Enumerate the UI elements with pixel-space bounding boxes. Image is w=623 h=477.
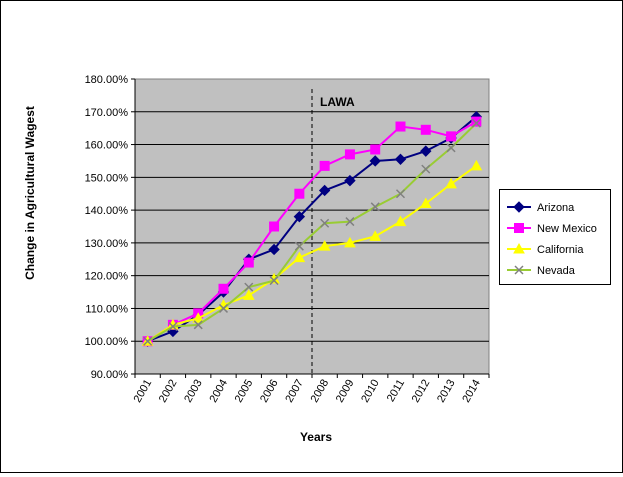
legend-item-new-mexico: New Mexico xyxy=(500,221,610,239)
x-tick-label: 2003 xyxy=(182,378,205,405)
y-tick-label: 130.00% xyxy=(85,238,129,250)
data-point-new-mexico xyxy=(243,257,254,268)
data-point-nevada xyxy=(345,217,355,227)
x-tick-label: 2014 xyxy=(460,378,483,405)
data-point-nevada xyxy=(193,320,203,330)
data-point-arizona xyxy=(293,210,306,223)
legend-swatch-new-mexico xyxy=(507,223,531,233)
data-point-new-mexico xyxy=(370,144,381,155)
data-point-california xyxy=(394,215,407,227)
data-point-nevada xyxy=(244,282,254,292)
data-point-new-mexico xyxy=(446,131,457,142)
lawa-label: LAWA xyxy=(320,95,355,109)
data-point-california xyxy=(242,289,255,300)
data-point-nevada xyxy=(218,303,229,313)
data-point-nevada xyxy=(320,218,330,228)
y-tick-label: 140.00% xyxy=(85,205,129,217)
data-point-nevada xyxy=(370,202,380,212)
legend-label: New Mexico xyxy=(537,223,597,235)
x-tick-label: 2004 xyxy=(207,378,230,405)
data-point-new-mexico xyxy=(420,124,431,135)
legend-swatch-arizona xyxy=(507,201,531,213)
data-point-nevada xyxy=(446,143,456,153)
legend-swatch-nevada xyxy=(507,265,531,275)
legend-label: Arizona xyxy=(537,202,575,214)
y-tick-label: 160.00% xyxy=(85,140,129,152)
y-tick-label: 180.00% xyxy=(85,74,129,86)
data-point-new-mexico xyxy=(471,116,482,127)
legend-item-california: California xyxy=(500,242,610,260)
y-tick-label: 100.00% xyxy=(85,336,129,348)
y-axis-title: Change in Agricultural Wagest xyxy=(23,106,37,280)
y-tick-label: 110.00% xyxy=(85,303,128,315)
x-tick-label: 2007 xyxy=(283,378,306,405)
data-point-arizona xyxy=(318,184,331,197)
x-tick-label: 2009 xyxy=(334,378,357,405)
x-tick-label: 2006 xyxy=(258,378,281,405)
data-point-nevada xyxy=(421,164,431,174)
data-point-nevada xyxy=(269,276,279,286)
legend-marker xyxy=(513,201,525,213)
series-line-nevada xyxy=(147,122,478,343)
legend-marker xyxy=(514,223,524,233)
legend-item-arizona: Arizona xyxy=(500,200,610,218)
y-tick-label: 170.00% xyxy=(85,107,129,119)
data-point-california xyxy=(369,230,382,241)
x-tick-label: 2001 xyxy=(132,378,155,405)
x-axis-title: Years xyxy=(300,430,332,444)
x-tick-label: 2002 xyxy=(157,378,180,405)
data-point-california xyxy=(344,236,356,248)
legend-label: Nevada xyxy=(537,265,575,277)
legend-swatch-california xyxy=(507,242,531,254)
data-point-california xyxy=(293,251,306,263)
series-layer xyxy=(141,110,483,347)
x-tick-label: 2012 xyxy=(410,378,433,405)
data-point-california xyxy=(318,240,331,251)
y-tick-label: 150.00% xyxy=(85,172,129,184)
x-tick-label: 2008 xyxy=(309,378,332,405)
x-tick-label: 2011 xyxy=(385,378,407,404)
legend-label: California xyxy=(537,244,584,256)
series-nevada xyxy=(143,118,481,346)
legend-marker xyxy=(514,265,524,275)
data-point-new-mexico xyxy=(218,283,229,294)
data-point-nevada xyxy=(168,321,178,332)
x-tick-label: 2010 xyxy=(359,378,382,405)
data-point-california xyxy=(192,312,205,323)
data-point-nevada xyxy=(294,241,304,251)
data-point-nevada xyxy=(471,118,481,128)
x-tick-label: 2005 xyxy=(233,378,256,405)
legend-marker xyxy=(513,242,525,254)
data-point-arizona xyxy=(369,155,381,167)
data-point-nevada xyxy=(395,189,406,199)
lawa-annotation: LAWA xyxy=(311,89,355,374)
data-point-new-mexico xyxy=(395,121,406,132)
data-point-new-mexico xyxy=(344,149,355,160)
data-point-arizona xyxy=(268,243,280,256)
legend-item-nevada: Nevada xyxy=(500,263,610,281)
data-point-california xyxy=(470,159,483,171)
data-point-new-mexico xyxy=(294,188,305,199)
data-point-new-mexico xyxy=(319,160,330,171)
data-point-california xyxy=(419,197,432,209)
data-point-arizona xyxy=(420,145,432,157)
y-tick-label: 120.00% xyxy=(85,271,129,283)
data-point-arizona xyxy=(394,153,407,166)
data-point-new-mexico xyxy=(269,221,280,232)
data-point-arizona xyxy=(344,174,356,187)
data-point-california xyxy=(445,177,457,189)
data-point-nevada xyxy=(143,336,153,346)
legend: Arizona New Mexico California Nevada xyxy=(499,189,611,285)
y-tick-label: 90.00% xyxy=(91,369,129,381)
x-axis-ticks: 2001 2002 2003 2004 2005 2006 2007 2008 2009 2010… xyxy=(132,373,490,405)
x-tick-label: 2013 xyxy=(435,378,458,405)
y-axis-ticks: 90.00% 100.00% 110.00% 120.00% 130.00% 140.00… xyxy=(85,74,136,381)
